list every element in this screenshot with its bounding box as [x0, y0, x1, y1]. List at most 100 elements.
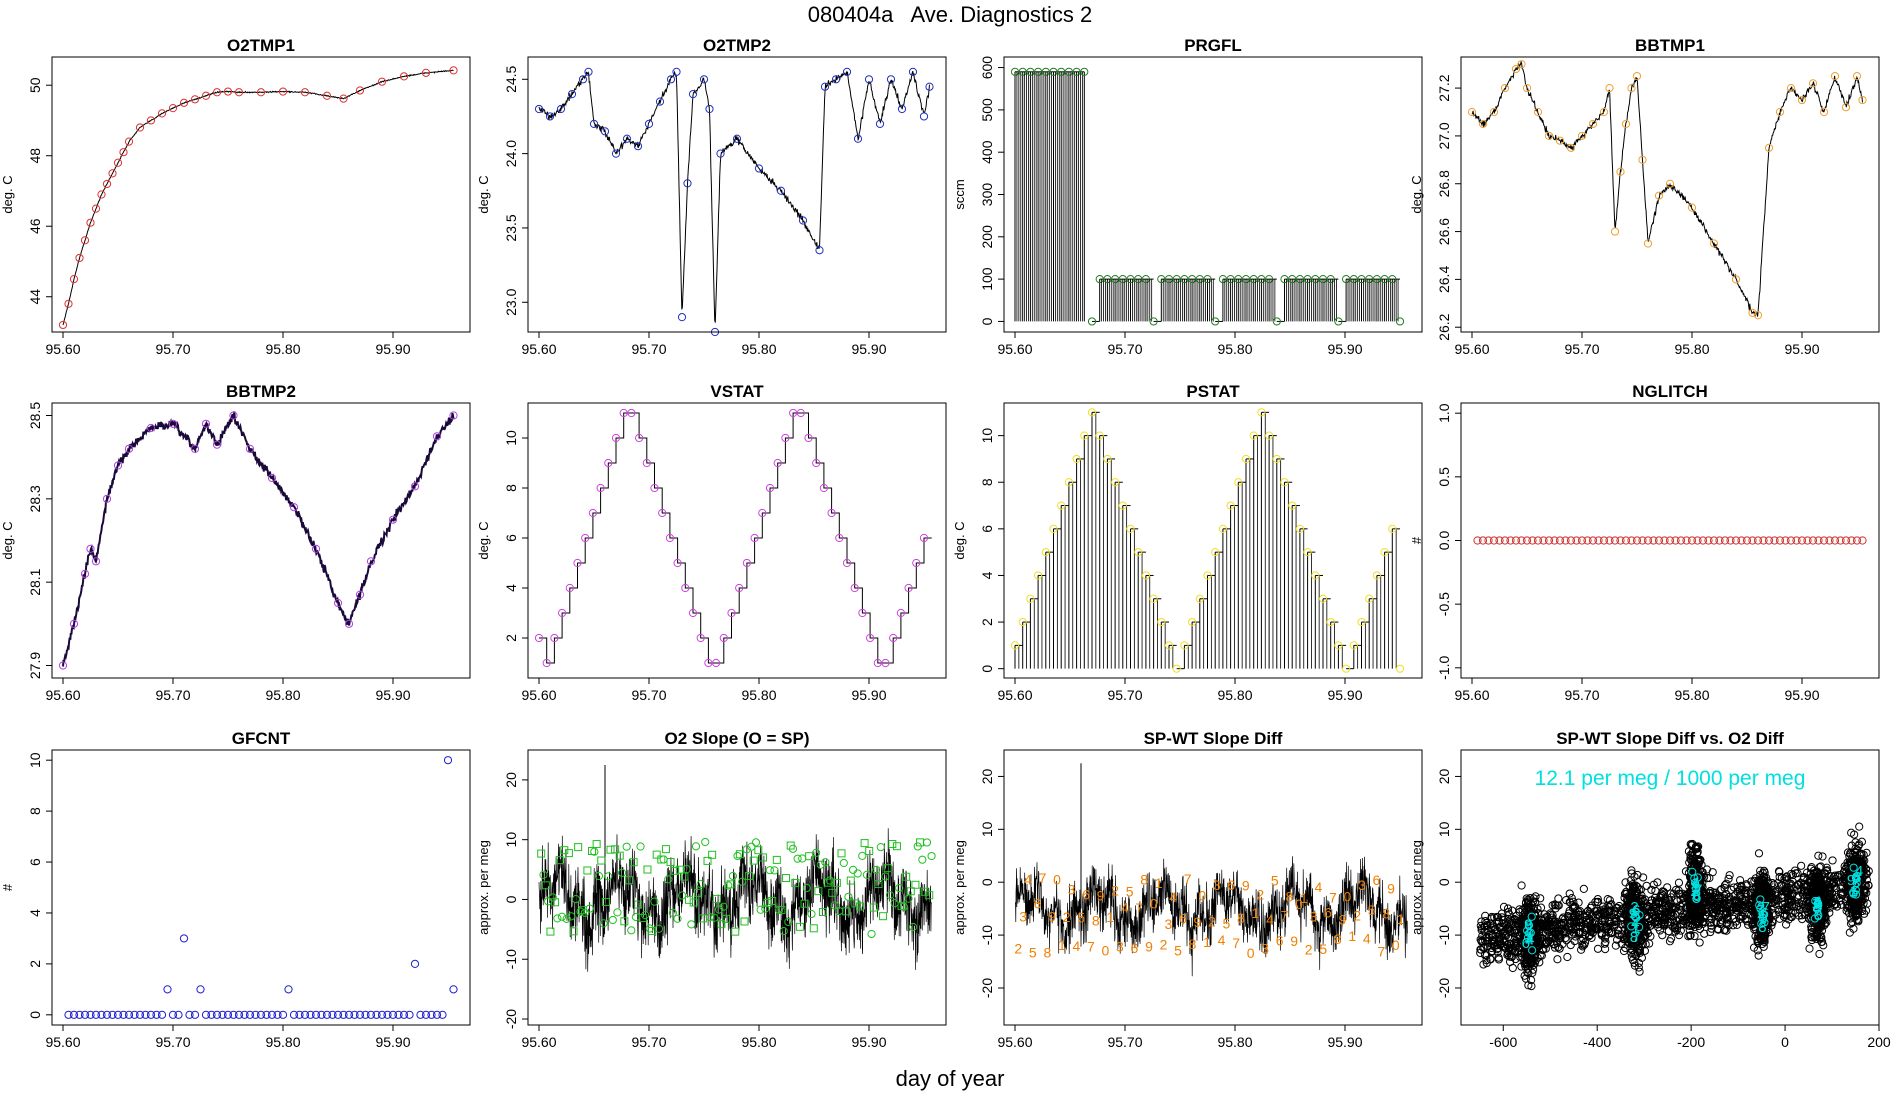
x-tick-label: 95.80 — [1674, 687, 1709, 703]
data-point — [1249, 431, 1258, 440]
data-point — [1218, 524, 1228, 533]
data-point — [584, 67, 593, 76]
data-point — [881, 658, 890, 668]
data-point — [102, 179, 112, 189]
data-marker — [807, 909, 816, 919]
data-point — [1627, 83, 1636, 93]
data-point — [1593, 944, 1603, 953]
data-point — [317, 1010, 326, 1019]
data-point — [712, 658, 721, 668]
data-point — [1659, 887, 1668, 897]
data-point — [1639, 903, 1648, 912]
data-digit-label: 6 — [1082, 887, 1090, 903]
data-point — [1861, 906, 1871, 915]
data-point — [534, 104, 544, 114]
data-point — [185, 1010, 194, 1019]
data-digit-label: 8 — [1189, 936, 1197, 952]
data-point — [1727, 905, 1737, 914]
y-tick-label: 2 — [979, 618, 995, 626]
data-digit-label: 6 — [1522, 935, 1530, 952]
plot-data — [58, 411, 458, 670]
data-point — [240, 1010, 249, 1019]
data-point — [750, 533, 759, 543]
data-marker — [678, 891, 687, 900]
data-marker — [643, 865, 652, 874]
panel-frame — [527, 56, 947, 333]
data-point — [1486, 954, 1495, 964]
data-marker — [557, 912, 567, 921]
data-marker — [648, 927, 657, 936]
data-marker — [541, 881, 550, 890]
panel-annotation: 12.1 per meg / 1000 per meg — [1535, 767, 1806, 790]
data-point — [1586, 930, 1595, 940]
y-tick-label: 1.0 — [1436, 403, 1452, 423]
data-point — [223, 87, 233, 96]
data-point — [1626, 876, 1635, 885]
data-point — [1847, 536, 1856, 545]
data-point — [611, 149, 621, 158]
data-point — [1788, 870, 1798, 880]
data-point — [1605, 908, 1614, 917]
y-tick-label: 2 — [503, 634, 519, 642]
data-marker — [899, 902, 908, 911]
data-point — [1805, 944, 1814, 953]
data-point — [1498, 919, 1507, 928]
data-digit-label: 6 — [1373, 872, 1381, 888]
data-point — [91, 557, 101, 566]
data-line — [539, 412, 932, 664]
data-point — [683, 179, 692, 188]
data-point — [1542, 917, 1551, 927]
y-tick-label: 26.2 — [1436, 313, 1452, 340]
data-marker — [613, 908, 622, 917]
data-point — [1676, 895, 1685, 904]
panel-title: O2TMP1 — [227, 36, 295, 55]
data-point — [1524, 981, 1533, 990]
y-tick-label: 0.5 — [1436, 467, 1452, 487]
data-point — [1480, 950, 1490, 960]
data-point — [1604, 902, 1613, 911]
data-marker — [687, 920, 696, 929]
data-line — [538, 70, 930, 323]
data-point — [1735, 885, 1744, 894]
data-point — [449, 411, 458, 420]
data-point — [588, 508, 598, 518]
data-digit-label: 1 — [1348, 928, 1356, 944]
data-point — [1631, 933, 1640, 942]
data-marker — [551, 898, 560, 907]
data-digit-label: 9 — [1524, 916, 1532, 933]
x-tick-label: 95.90 — [375, 1034, 410, 1050]
data-point — [658, 508, 667, 518]
data-point — [86, 1010, 95, 1019]
data-point — [1687, 203, 1697, 212]
y-tick-label: 26.6 — [1436, 218, 1452, 245]
plot-data — [534, 67, 934, 337]
data-marker — [927, 851, 936, 861]
panel-title: VSTAT — [710, 382, 764, 401]
data-point — [163, 985, 172, 994]
panel-title: O2TMP2 — [703, 36, 771, 55]
data-point — [1611, 941, 1620, 950]
data-point — [1234, 478, 1243, 487]
data-point — [1380, 548, 1389, 557]
data-point — [866, 633, 875, 643]
data-point — [245, 1010, 255, 1019]
data-digit-label: 9 — [1629, 905, 1637, 922]
data-point — [666, 75, 676, 84]
data-point — [64, 1010, 73, 1019]
x-tick-label: 95.70 — [1107, 341, 1142, 357]
data-digit-label: 0 — [1344, 889, 1352, 905]
data-point — [1388, 524, 1397, 533]
data-point — [644, 119, 654, 128]
data-digit-label: 2 — [1256, 887, 1264, 903]
data-point — [600, 127, 610, 136]
data-point — [289, 503, 299, 512]
data-point — [328, 1010, 337, 1019]
data-point — [1522, 536, 1532, 545]
data-digit-label: 9 — [1097, 887, 1105, 903]
data-point — [1797, 536, 1807, 545]
data-marker — [636, 842, 645, 851]
data-marker — [606, 845, 615, 854]
data-marker — [654, 924, 664, 933]
data-marker — [823, 878, 832, 887]
data-point — [1494, 953, 1503, 962]
